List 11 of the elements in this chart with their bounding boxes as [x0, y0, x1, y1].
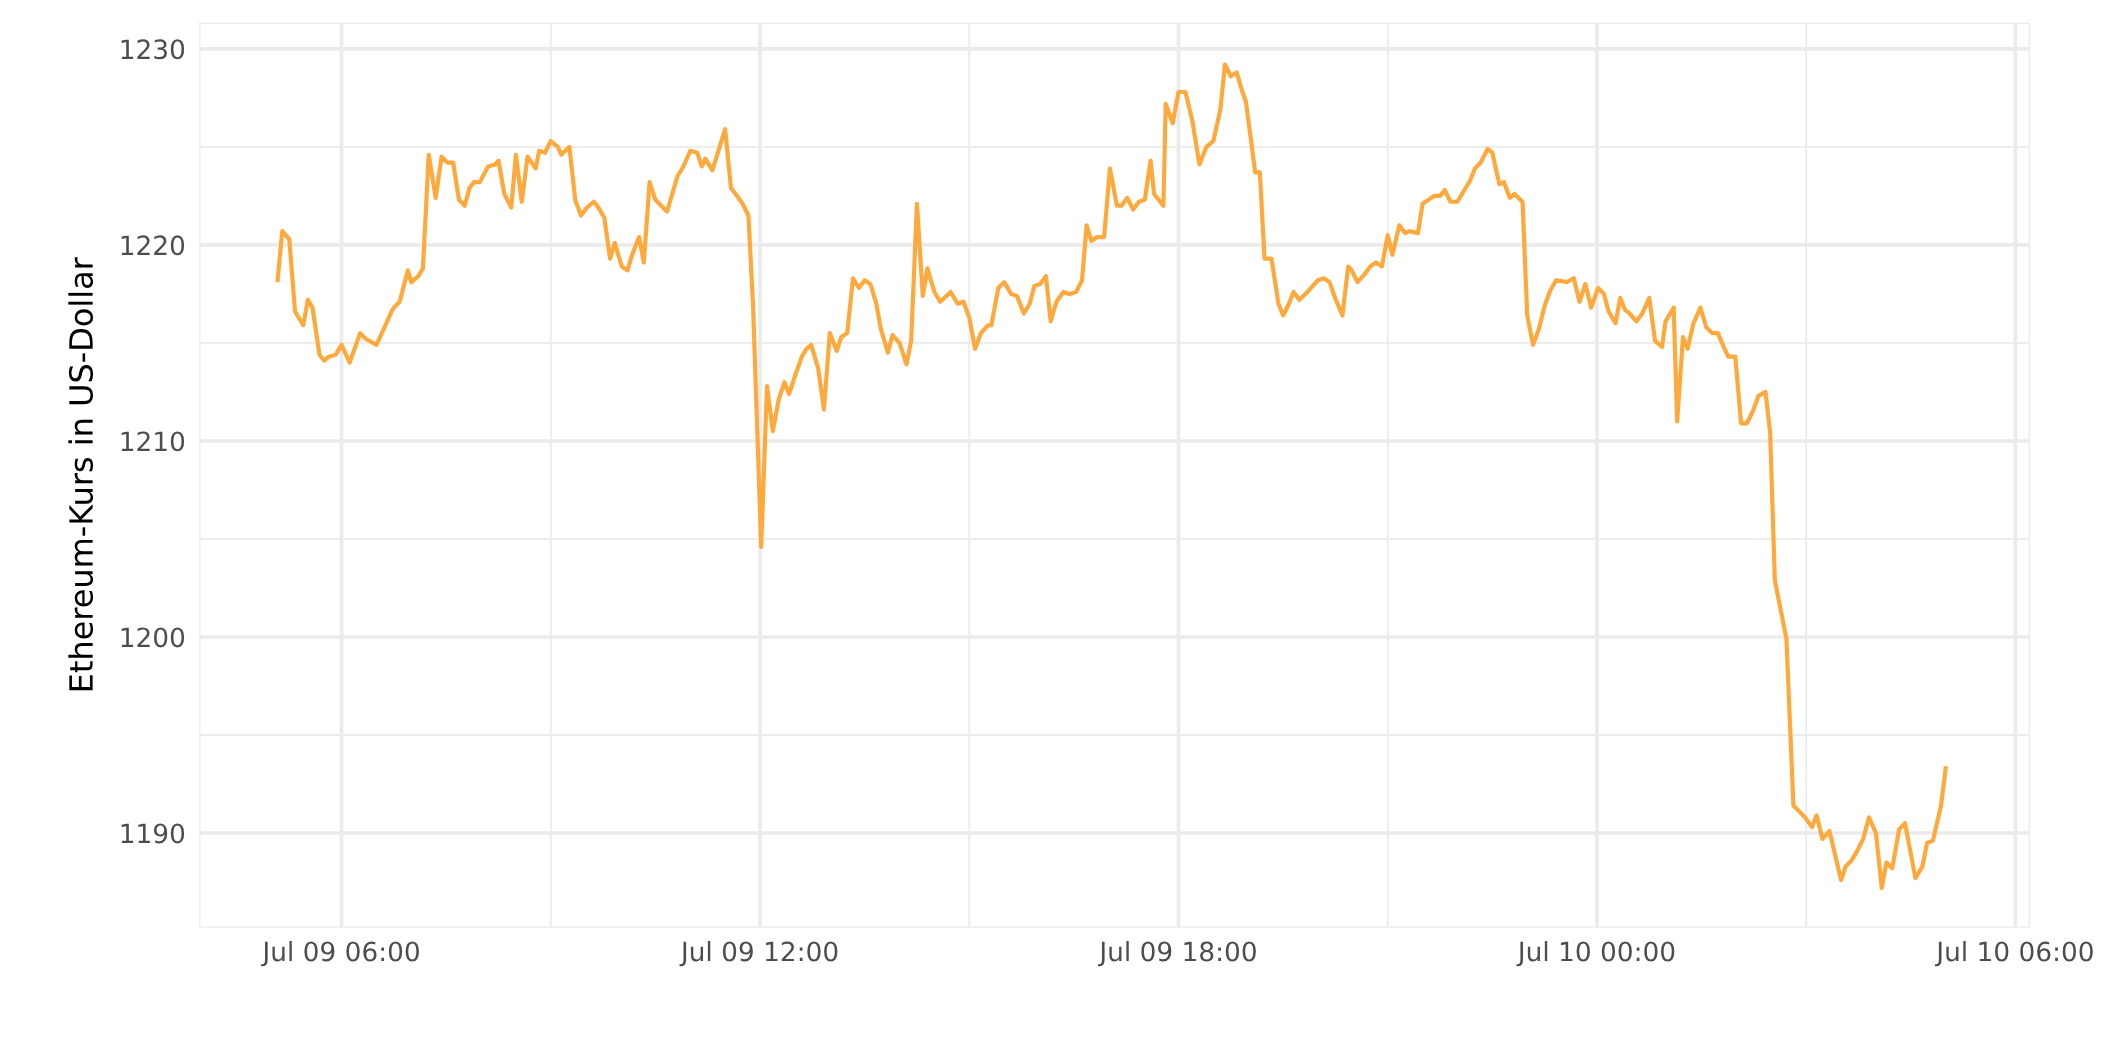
x-tick-label: Jul 09 06:00	[261, 941, 419, 967]
x-tick-label: Jul 10 00:00	[1516, 941, 1675, 967]
x-tick-label: Jul 10 06:00	[1934, 941, 2093, 967]
y-tick-label: 1220	[121, 235, 185, 256]
y-tick-label: 1200	[121, 627, 185, 648]
x-tick-label: Jul 09 18:00	[1098, 941, 1256, 967]
y-tick-label: 1210	[121, 431, 185, 452]
y-tick-label: 1230	[121, 39, 185, 60]
x-tick-label: Jul 09 12:00	[679, 941, 838, 967]
y-axis-title: Ethereum-Kurs in US-Dollar	[68, 257, 94, 691]
y-tick-label: 1190	[121, 823, 185, 844]
